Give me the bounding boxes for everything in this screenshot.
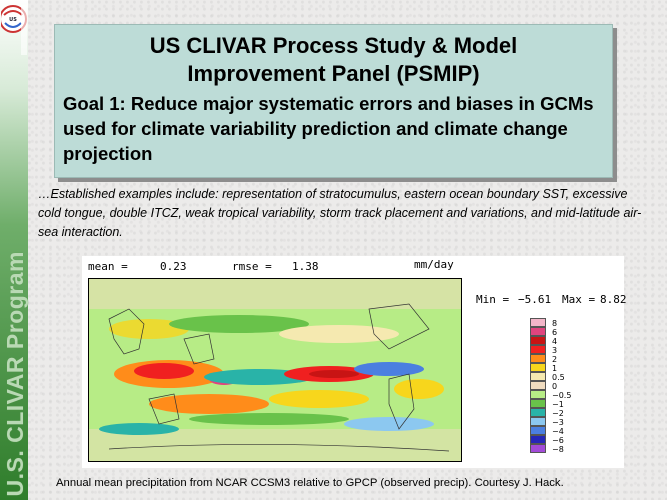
legend-label: −8 <box>552 445 564 454</box>
precip-bias-figure: mean = 0.23 rmse = 1.38 mm/day Min = −5.… <box>82 256 627 468</box>
min-label: Min = <box>476 293 510 306</box>
legend-label: −2 <box>552 409 564 418</box>
units-label: mm/day <box>414 258 454 271</box>
figure-caption: Annual mean precipitation from NCAR CCSM… <box>56 477 564 489</box>
color-legend <box>530 318 546 453</box>
legend-swatch <box>530 417 546 426</box>
legend-label: 6 <box>552 328 558 337</box>
legend-swatch <box>530 354 546 363</box>
min-value: −5.61 <box>518 293 552 306</box>
legend-label: 2 <box>552 355 558 364</box>
program-vertical-label: U.S. CLIVAR Program <box>2 250 28 497</box>
legend-swatch <box>530 381 546 390</box>
us-clivar-logo: US <box>1 5 27 55</box>
title-line-1: US CLIVAR Process Study & Model <box>149 33 518 58</box>
rmse-value: 1.38 <box>292 260 319 273</box>
legend-label: 0 <box>552 382 558 391</box>
page-title: US CLIVAR Process Study & Model Improvem… <box>55 32 612 88</box>
title-line-2: Improvement Panel (PSMIP) <box>187 61 480 86</box>
legend-label: 3 <box>552 346 558 355</box>
legend-swatch <box>530 363 546 372</box>
legend-swatch <box>530 372 546 381</box>
max-label: Max = <box>562 293 596 306</box>
examples-text: …Established examples include: represent… <box>38 187 642 239</box>
precipitation-map <box>88 278 462 462</box>
legend-swatch <box>530 390 546 399</box>
legend-swatch <box>530 318 546 327</box>
legend-label: 1 <box>552 364 558 373</box>
legend-label: −3 <box>552 418 564 427</box>
legend-swatch <box>530 435 546 444</box>
legend-label: 4 <box>552 337 558 346</box>
svg-text:US: US <box>9 17 17 23</box>
legend-label: −6 <box>552 436 564 445</box>
legend-swatch <box>530 327 546 336</box>
max-value: 8.82 <box>600 293 627 306</box>
legend-label: −4 <box>552 427 564 436</box>
rmse-label: rmse = <box>232 260 272 273</box>
map-canvas <box>89 279 461 461</box>
legend-swatch <box>530 336 546 345</box>
legend-label: 8 <box>552 319 558 328</box>
legend-swatch <box>530 444 546 453</box>
goal-statement: Goal 1: Reduce major systematic errors a… <box>63 93 594 164</box>
mean-value: 0.23 <box>160 260 187 273</box>
legend-label: −0.5 <box>552 391 572 400</box>
legend-swatch <box>530 399 546 408</box>
sidebar: US U.S. CLIVAR Program <box>0 0 28 500</box>
legend-label: 0.5 <box>552 373 565 382</box>
title-box: US CLIVAR Process Study & Model Improvem… <box>54 24 613 178</box>
mean-label: mean = <box>88 260 128 273</box>
legend-swatch <box>530 408 546 417</box>
legend-swatch <box>530 345 546 354</box>
legend-swatch <box>530 426 546 435</box>
legend-label: −1 <box>552 400 564 409</box>
